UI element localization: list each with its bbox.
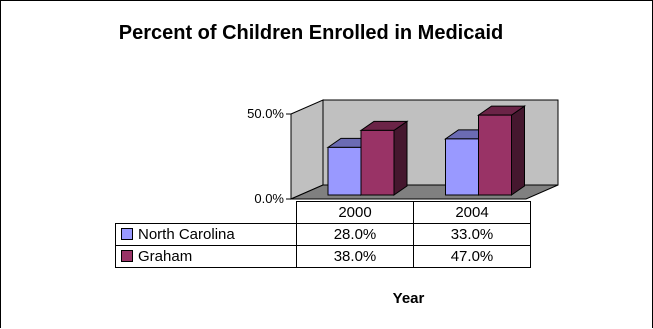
- data-table-row: Graham 38.0% 47.0%: [115, 245, 531, 268]
- legend-entry: Graham: [115, 245, 297, 268]
- bar: [359, 120, 409, 196]
- legend-label: North Carolina: [138, 226, 235, 243]
- data-value: 47.0%: [413, 245, 531, 268]
- bar-side: [511, 105, 525, 196]
- bar-front: [478, 114, 512, 196]
- data-value: 33.0%: [413, 223, 531, 246]
- legend-label: Graham: [138, 248, 193, 265]
- y-tick-label: 50.0%: [247, 106, 284, 121]
- bar-side: [393, 120, 408, 196]
- category-label: 2004: [413, 201, 531, 224]
- bar-front: [327, 146, 362, 196]
- bar: [476, 105, 527, 196]
- y-axis: 0.0%50.0%: [247, 106, 292, 206]
- bars: [326, 105, 527, 196]
- x-axis-label: Year: [392, 290, 425, 307]
- bar-front: [445, 138, 479, 196]
- data-value: 28.0%: [296, 223, 414, 246]
- data-table-row: North Carolina 28.0% 33.0%: [115, 223, 531, 246]
- data-table: 2000 2004 North Carolina 28.0% 33.0% Gra…: [115, 201, 531, 268]
- chart-title: Percent of Children Enrolled in Medicaid: [118, 22, 504, 44]
- category-label: 2000: [296, 201, 414, 224]
- data-table-header-row: 2000 2004: [115, 201, 531, 224]
- data-table-corner: [115, 201, 297, 224]
- legend-entry: North Carolina: [115, 223, 297, 246]
- side-wall: [290, 99, 324, 200]
- legend-swatch: [121, 250, 133, 263]
- bar-front: [360, 129, 395, 196]
- legend-swatch: [121, 228, 133, 241]
- data-value: 38.0%: [296, 245, 414, 268]
